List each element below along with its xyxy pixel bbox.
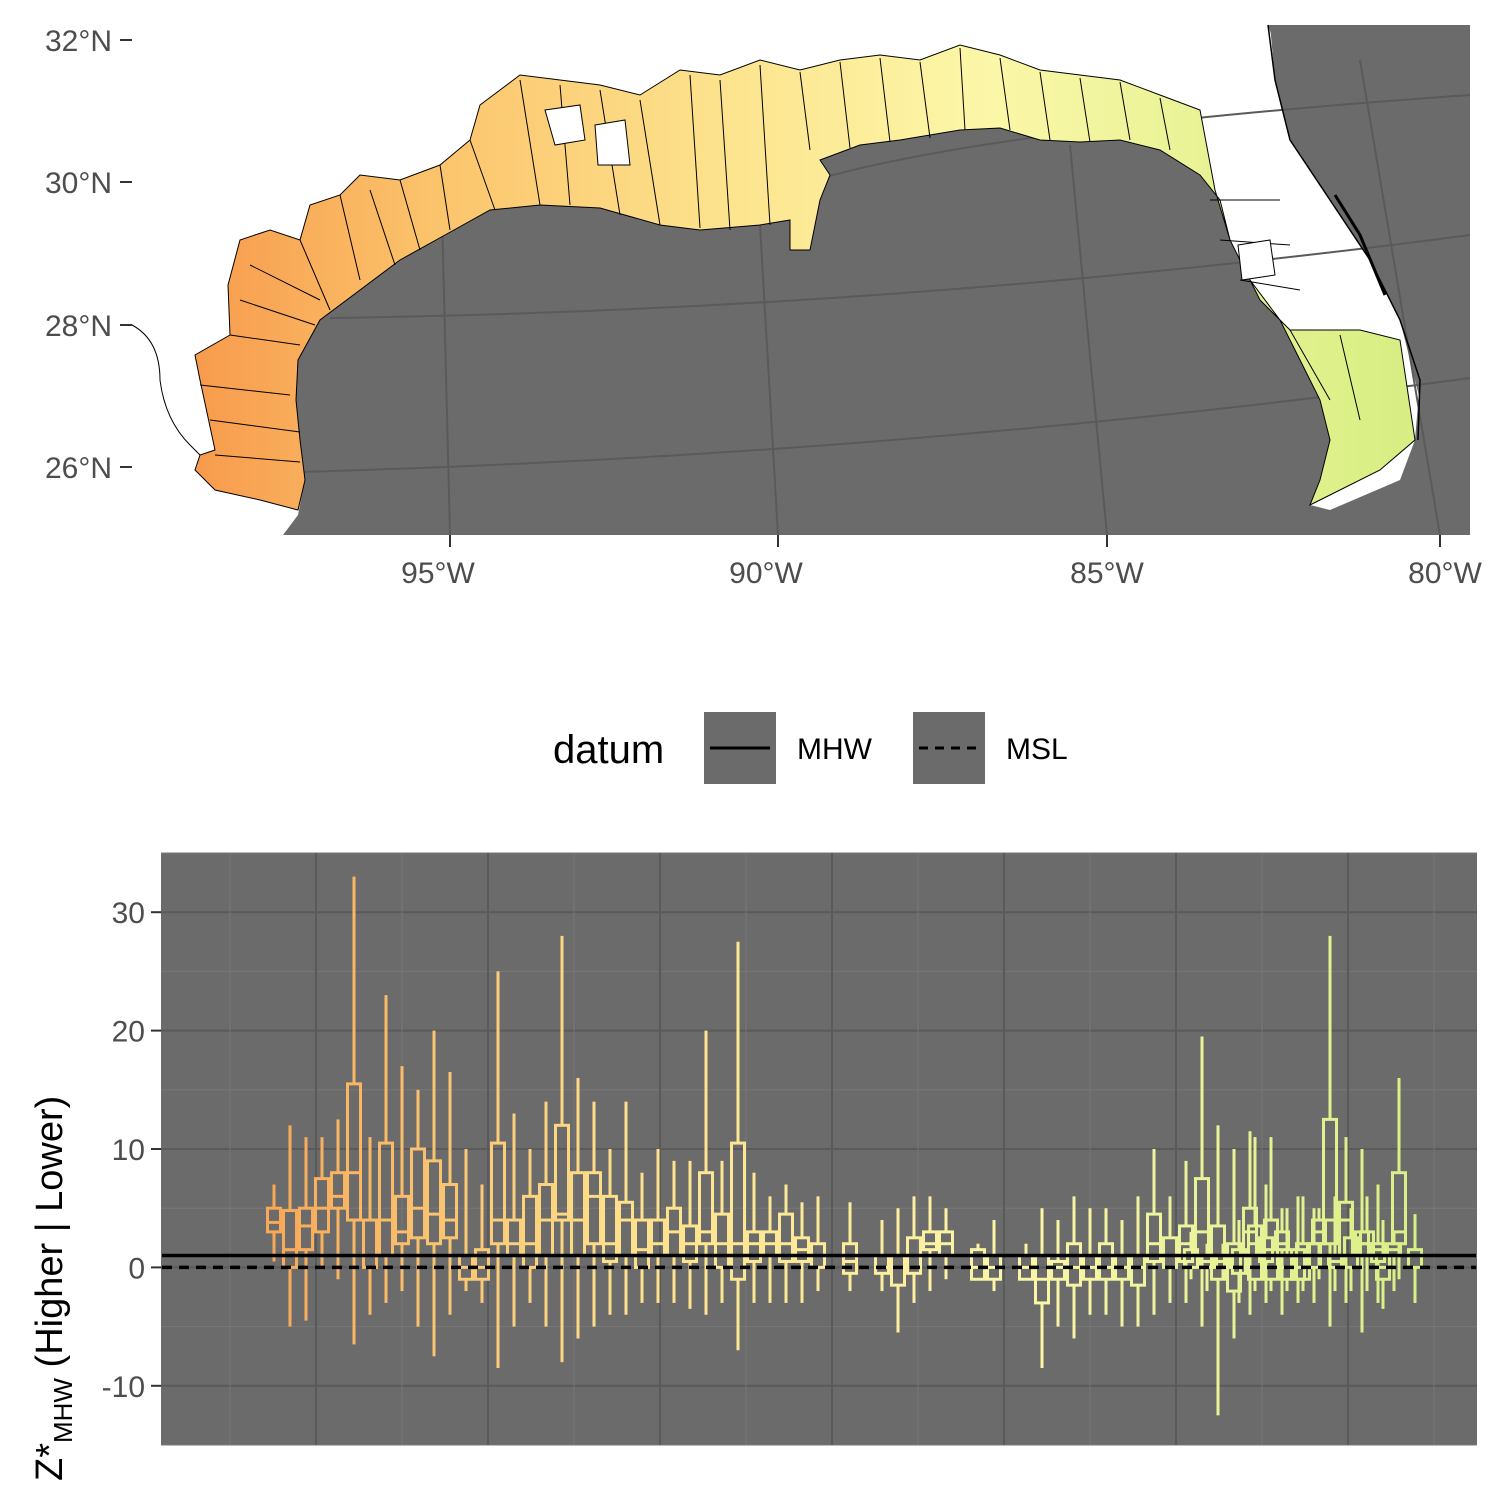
box-body xyxy=(698,1171,714,1246)
atlantic-ocean xyxy=(1268,25,1470,535)
box-body xyxy=(1295,1242,1311,1281)
box-body xyxy=(1407,1248,1423,1269)
box-body xyxy=(426,1159,442,1246)
legend-label-mhw: MHW xyxy=(797,733,873,766)
box-body xyxy=(778,1212,794,1263)
box-body xyxy=(330,1171,346,1210)
box-body xyxy=(730,1141,746,1281)
inland-holes xyxy=(544,104,1276,281)
lon-label-95: 95°W xyxy=(401,557,475,590)
box-body xyxy=(1247,1224,1263,1281)
gulf-of-mexico-ocean xyxy=(283,25,1470,535)
box-body xyxy=(922,1230,938,1252)
legend-label-msl: MSL xyxy=(1006,733,1068,766)
box-body xyxy=(602,1194,618,1263)
box-body xyxy=(490,1141,506,1246)
box-body xyxy=(1322,1117,1338,1246)
coastal-watersheds xyxy=(194,44,1416,511)
map-lat-axis: 32°N 30°N 28°N 26°N xyxy=(45,25,132,485)
datum-lines xyxy=(162,1253,1476,1270)
box-body xyxy=(394,1194,410,1246)
box-body xyxy=(266,1206,282,1234)
lat-label-28: 28°N xyxy=(45,310,112,343)
box-body xyxy=(298,1206,314,1252)
watershed-boundaries xyxy=(199,47,1361,463)
box-body xyxy=(442,1183,458,1240)
map-graticule xyxy=(299,59,1471,536)
box-body xyxy=(1050,1259,1066,1281)
box-body xyxy=(970,1248,986,1281)
box-body xyxy=(346,1082,362,1222)
y-axis-title-main: Z* xyxy=(29,1443,71,1481)
box-body xyxy=(410,1147,426,1240)
lon-label-85: 85°W xyxy=(1070,557,1144,590)
box-body xyxy=(474,1248,490,1281)
legend-title: datum xyxy=(553,728,664,772)
lat-label-32: 32°N xyxy=(45,25,112,58)
y-tick-label: -10 xyxy=(102,1371,145,1404)
y-axis-title: Z*MHW (Higher | Lower) xyxy=(29,1096,78,1481)
box-body xyxy=(714,1212,730,1269)
box-body xyxy=(554,1123,570,1222)
y-axis: 30 20 10 0 -10 xyxy=(102,897,161,1404)
y-tick-label: 20 xyxy=(112,1016,145,1049)
lon-label-80: 80°W xyxy=(1408,557,1482,590)
box-body xyxy=(1231,1248,1247,1275)
lat-label-26: 26°N xyxy=(45,452,112,485)
lon-label-90: 90°W xyxy=(729,557,803,590)
y-tick-label: 0 xyxy=(128,1252,145,1285)
mexico-border-line xyxy=(131,324,201,456)
florida-east-coast-line xyxy=(1267,24,1421,441)
box-body xyxy=(1146,1212,1162,1263)
box-body xyxy=(746,1230,762,1263)
box-body xyxy=(522,1194,538,1269)
y-axis-title-rest: (Higher | Lower) xyxy=(29,1096,71,1378)
datum-legend: datum MHW MSL xyxy=(553,712,1068,784)
boxplot-chart: 30 20 10 0 -10 Z*MHW (Higher | Lower) xyxy=(29,852,1477,1481)
box-body xyxy=(314,1177,330,1234)
box-body xyxy=(1263,1218,1279,1281)
box-body xyxy=(1098,1242,1114,1281)
box-body xyxy=(1391,1171,1407,1246)
plot-grid xyxy=(161,852,1477,1446)
map-lon-axis: 95°W 90°W 85°W 80°W xyxy=(401,535,1483,590)
y-axis-title-sub: MHW xyxy=(48,1378,78,1443)
y-tick-label: 10 xyxy=(112,1134,145,1167)
y-tick-label: 30 xyxy=(112,897,145,930)
box-body xyxy=(842,1242,858,1275)
lat-label-30: 30°N xyxy=(45,167,112,200)
box-body xyxy=(1066,1242,1082,1287)
gulf-coast-map: 32°N 30°N 28°N 26°N 95°W 90°W 85°W 80°W xyxy=(45,20,1483,590)
florida-barrier-islands xyxy=(1333,194,1387,296)
box-body xyxy=(1343,1236,1359,1269)
box-body xyxy=(586,1171,602,1246)
